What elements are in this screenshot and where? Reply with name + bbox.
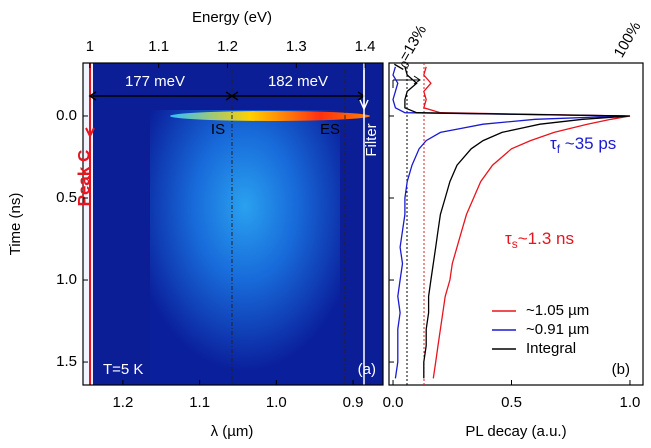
series-line	[422, 66, 631, 379]
legend-label: Integral	[526, 340, 576, 357]
annotation: T=5 K	[103, 361, 143, 378]
subscript: s	[512, 237, 518, 251]
intensity-label: I0=13%	[391, 22, 432, 74]
text: ~35 ps	[560, 134, 616, 153]
x2-tick-label: 1.3	[286, 38, 307, 55]
x-tick-label: 0.5	[501, 394, 522, 411]
text: =13%	[396, 22, 430, 64]
y-axis-title: Time (ns)	[7, 193, 24, 256]
x2-tick-label: 1.4	[355, 38, 376, 55]
annotation: IS	[211, 121, 225, 138]
y-tick-label: 1.5	[56, 353, 77, 370]
x-tick-label: 0.9	[343, 394, 364, 411]
annotation: 182 meV	[268, 73, 328, 90]
y-tick-label: 1.0	[56, 271, 77, 288]
plot-frame-a	[82, 62, 384, 386]
max-label: 100%	[611, 19, 645, 61]
y-tick-label: 0.5	[56, 189, 77, 206]
annotation: ES	[320, 121, 340, 138]
plot-frame-b	[388, 62, 644, 386]
x2-axis-title: Energy (eV)	[192, 9, 272, 26]
y-tick-label: 0.0	[56, 107, 77, 124]
x-tick-label: 0.0	[383, 394, 404, 411]
slow-label: τs~1.3 ns	[505, 229, 574, 251]
text: ~1.3 ns	[518, 229, 574, 248]
subscript: 0	[399, 59, 412, 70]
symbol: τ	[550, 134, 557, 153]
annotation: Peak C	[74, 150, 93, 207]
x2-tick-label: 1	[86, 38, 94, 55]
fast-label: τf ~35 ps	[550, 134, 616, 156]
legend-label: ~1.05 µm	[526, 302, 589, 319]
symbol: τ	[505, 229, 512, 248]
subscript: f	[557, 142, 561, 156]
x-axis-title: PL decay (a.u.)	[465, 423, 566, 440]
x2-tick-label: 1.2	[217, 38, 238, 55]
series-line	[404, 66, 631, 379]
annotation: 177 meV	[125, 73, 185, 90]
streak-image	[83, 63, 383, 385]
x-tick-label: 1.1	[189, 394, 210, 411]
x-tick-label: 1.2	[112, 394, 133, 411]
series-line	[392, 66, 626, 379]
x-axis-title: λ (µm)	[211, 423, 254, 440]
annotation: Filter	[363, 123, 380, 156]
panel-label: (a)	[358, 361, 376, 378]
panel-label: (b)	[612, 361, 630, 378]
x2-tick-label: 1.1	[148, 38, 169, 55]
x-tick-label: 1.0	[620, 394, 641, 411]
x-tick-label: 1.0	[266, 394, 287, 411]
legend-label: ~0.91 µm	[526, 321, 589, 338]
